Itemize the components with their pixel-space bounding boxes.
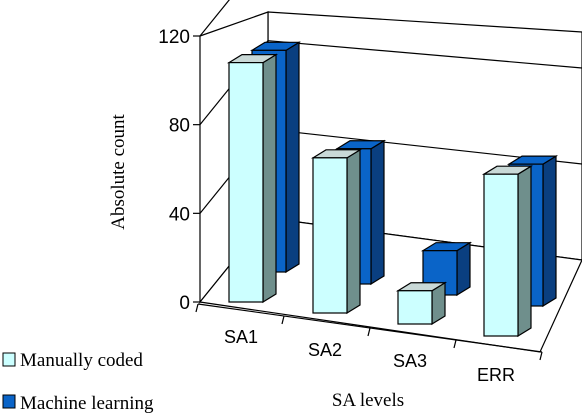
- y-tick-label: 120: [158, 27, 190, 48]
- category-label: SA1: [224, 327, 258, 347]
- category-label: SA2: [308, 340, 342, 360]
- legend-swatch-machine-learning: [2, 394, 16, 409]
- bar-manually-coded: [395, 281, 448, 326]
- x-tick-mark: [539, 351, 543, 361]
- legend-label-machine-learning: Machine learning: [20, 393, 154, 414]
- legend: Manually coded Machine learning: [2, 350, 154, 414]
- x-tick-mark: [453, 339, 457, 349]
- category-labels: SA1 SA2 SA3 ERR: [195, 303, 543, 385]
- y-axis-title: Absolute count: [108, 114, 129, 230]
- gridline-back: [267, 40, 582, 69]
- y-tick-label: 40: [169, 204, 190, 225]
- x-axis-title: SA levels: [332, 390, 404, 411]
- legend-swatch-manually-coded: [2, 352, 16, 367]
- x-tick-mark: [367, 327, 371, 337]
- bar-manually-coded: [226, 53, 279, 304]
- x-tick-mark: [195, 303, 199, 313]
- x-axis-line: [197, 303, 543, 353]
- y-axis-ticks: 0 40 80 120: [158, 27, 200, 314]
- x-tick-mark: [281, 315, 285, 325]
- bars: [226, 41, 559, 338]
- y-tick-label: 0: [179, 293, 190, 314]
- y-tick-label: 80: [169, 116, 190, 137]
- gridline-side: [199, 0, 230, 37]
- category-label: ERR: [477, 365, 515, 385]
- bar-manually-coded: [481, 165, 534, 338]
- category-label: SA3: [393, 351, 427, 371]
- bar-manually-coded: [310, 148, 363, 315]
- legend-label-manually-coded: Manually coded: [20, 350, 143, 371]
